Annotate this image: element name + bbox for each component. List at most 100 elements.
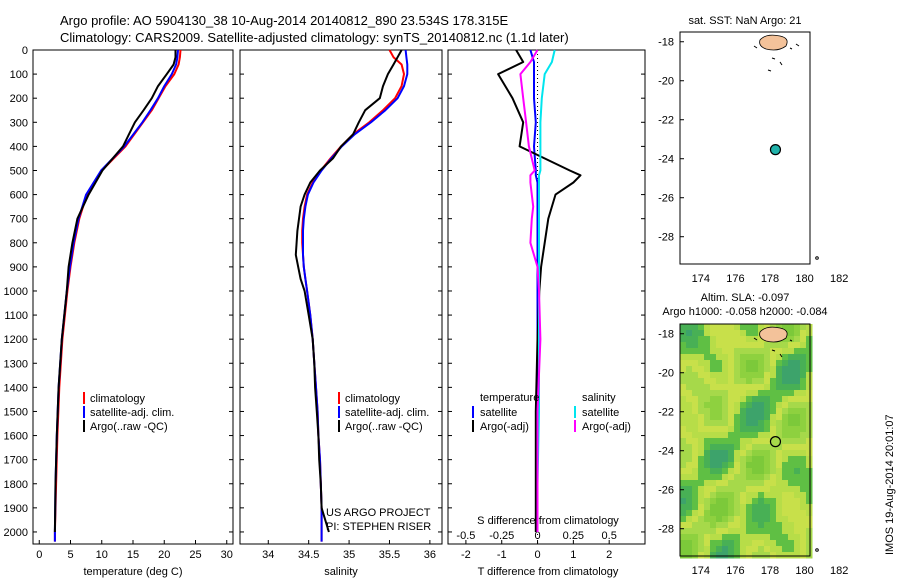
y-tick-label: 800 (10, 238, 28, 250)
heatmap-cell (788, 522, 795, 529)
heatmap-cell (710, 396, 717, 403)
heatmap-cell (740, 474, 747, 481)
heatmap-cell (740, 378, 747, 385)
heatmap-cell (710, 354, 717, 361)
heatmap-cell (680, 432, 687, 439)
heatmap-cell (782, 402, 789, 409)
heatmap-cell (806, 402, 813, 409)
island-outline (753, 34, 819, 260)
heatmap-cell (692, 504, 699, 511)
heatmap-cell (776, 474, 783, 481)
heatmap-cell (800, 468, 807, 475)
heatmap-cell (728, 420, 735, 427)
heatmap-cell (710, 342, 717, 349)
series-line-3 (519, 49, 542, 532)
top-x-tick-label: 0.25 (563, 530, 584, 542)
heatmap-cell (758, 492, 765, 499)
y-tick-label: 400 (10, 141, 28, 153)
heatmap-cell (734, 402, 741, 409)
heatmap-cell (782, 432, 789, 439)
heatmap-cell (806, 444, 813, 451)
heatmap-cell (698, 462, 705, 469)
heatmap-cell (722, 516, 729, 523)
heatmap-cell (680, 414, 687, 421)
heatmap-cell (788, 444, 795, 451)
heatmap-cell (692, 324, 699, 331)
heatmap-cell (782, 384, 789, 391)
heatmap-cell (716, 360, 723, 367)
heatmap-cell (728, 402, 735, 409)
heatmap-cell (794, 414, 801, 421)
heatmap-cell (716, 432, 723, 439)
heatmap-cell (782, 468, 789, 475)
heatmap-cell (680, 540, 687, 547)
heatmap-cell (794, 324, 801, 331)
heatmap-cell (806, 384, 813, 391)
heatmap-cell (788, 504, 795, 511)
heatmap-cell (734, 372, 741, 379)
lat-tick-label: -26 (658, 485, 674, 497)
heatmap-cell (710, 408, 717, 415)
heatmap-cell (728, 528, 735, 535)
heatmap-cell (800, 444, 807, 451)
heatmap-cell (692, 522, 699, 529)
heatmap-cell (740, 492, 747, 499)
heatmap-cell (698, 384, 705, 391)
heatmap-cell (716, 438, 723, 445)
x-tick-label: 0 (534, 549, 540, 561)
heatmap-cell (704, 372, 711, 379)
heatmap-cell (806, 498, 813, 505)
heatmap-cell (758, 486, 765, 493)
heatmap-cell (716, 408, 723, 415)
heatmap-cell (806, 372, 813, 379)
heatmap-cell (704, 444, 711, 451)
temperature-axes: 0 5 10 15 20 25 300100200300400500600700800900… (4, 45, 233, 561)
heatmap-cell (794, 546, 801, 553)
heatmap-cell (722, 378, 729, 385)
heatmap-cell (776, 510, 783, 517)
heatmap-cell (800, 504, 807, 511)
heatmap-cell (800, 336, 807, 343)
lon-tick-label: 176 (726, 273, 744, 285)
heatmap-cell (722, 384, 729, 391)
heatmap-cell (704, 492, 711, 499)
heatmap-cell (758, 546, 765, 553)
heatmap-cell (740, 498, 747, 505)
heatmap-cell (782, 492, 789, 499)
heatmap-cell (680, 384, 687, 391)
difference-series (497, 49, 582, 532)
heatmap-cell (722, 498, 729, 505)
heatmap-cell (734, 360, 741, 367)
heatmap-cell (692, 336, 699, 343)
heatmap-cell (734, 414, 741, 421)
heatmap-cell (764, 342, 771, 349)
heatmap-cell (734, 480, 741, 487)
heatmap-cell (728, 348, 735, 355)
heatmap-cell (722, 540, 729, 547)
heatmap-cell (704, 390, 711, 397)
heatmap-cell (770, 546, 777, 553)
heatmap-cell (710, 438, 717, 445)
heatmap-cell (728, 534, 735, 541)
x-tick-label: -2 (461, 549, 471, 561)
heatmap-cell (680, 324, 687, 331)
heatmap-cell (806, 396, 813, 403)
heatmap-cell (704, 510, 711, 517)
heatmap-cell (740, 372, 747, 379)
heatmap-cell (746, 360, 753, 367)
lon-tick-label: 174 (692, 273, 710, 285)
heatmap-cell (692, 330, 699, 337)
heatmap-cell (764, 408, 771, 415)
heatmap-cell (728, 378, 735, 385)
heatmap-cell (686, 552, 693, 559)
heatmap-cell (782, 420, 789, 427)
heatmap-cell (740, 522, 747, 529)
salinity-legend: climatology satellite-adj. clim. Argo(..… (338, 392, 429, 433)
heatmap-cell (680, 462, 687, 469)
x-tick-label: 15 (127, 549, 139, 561)
heatmap-cell (782, 498, 789, 505)
heatmap-cell (764, 366, 771, 373)
heatmap-cell (794, 486, 801, 493)
heatmap-cell (728, 516, 735, 523)
heatmap-cell (680, 450, 687, 457)
